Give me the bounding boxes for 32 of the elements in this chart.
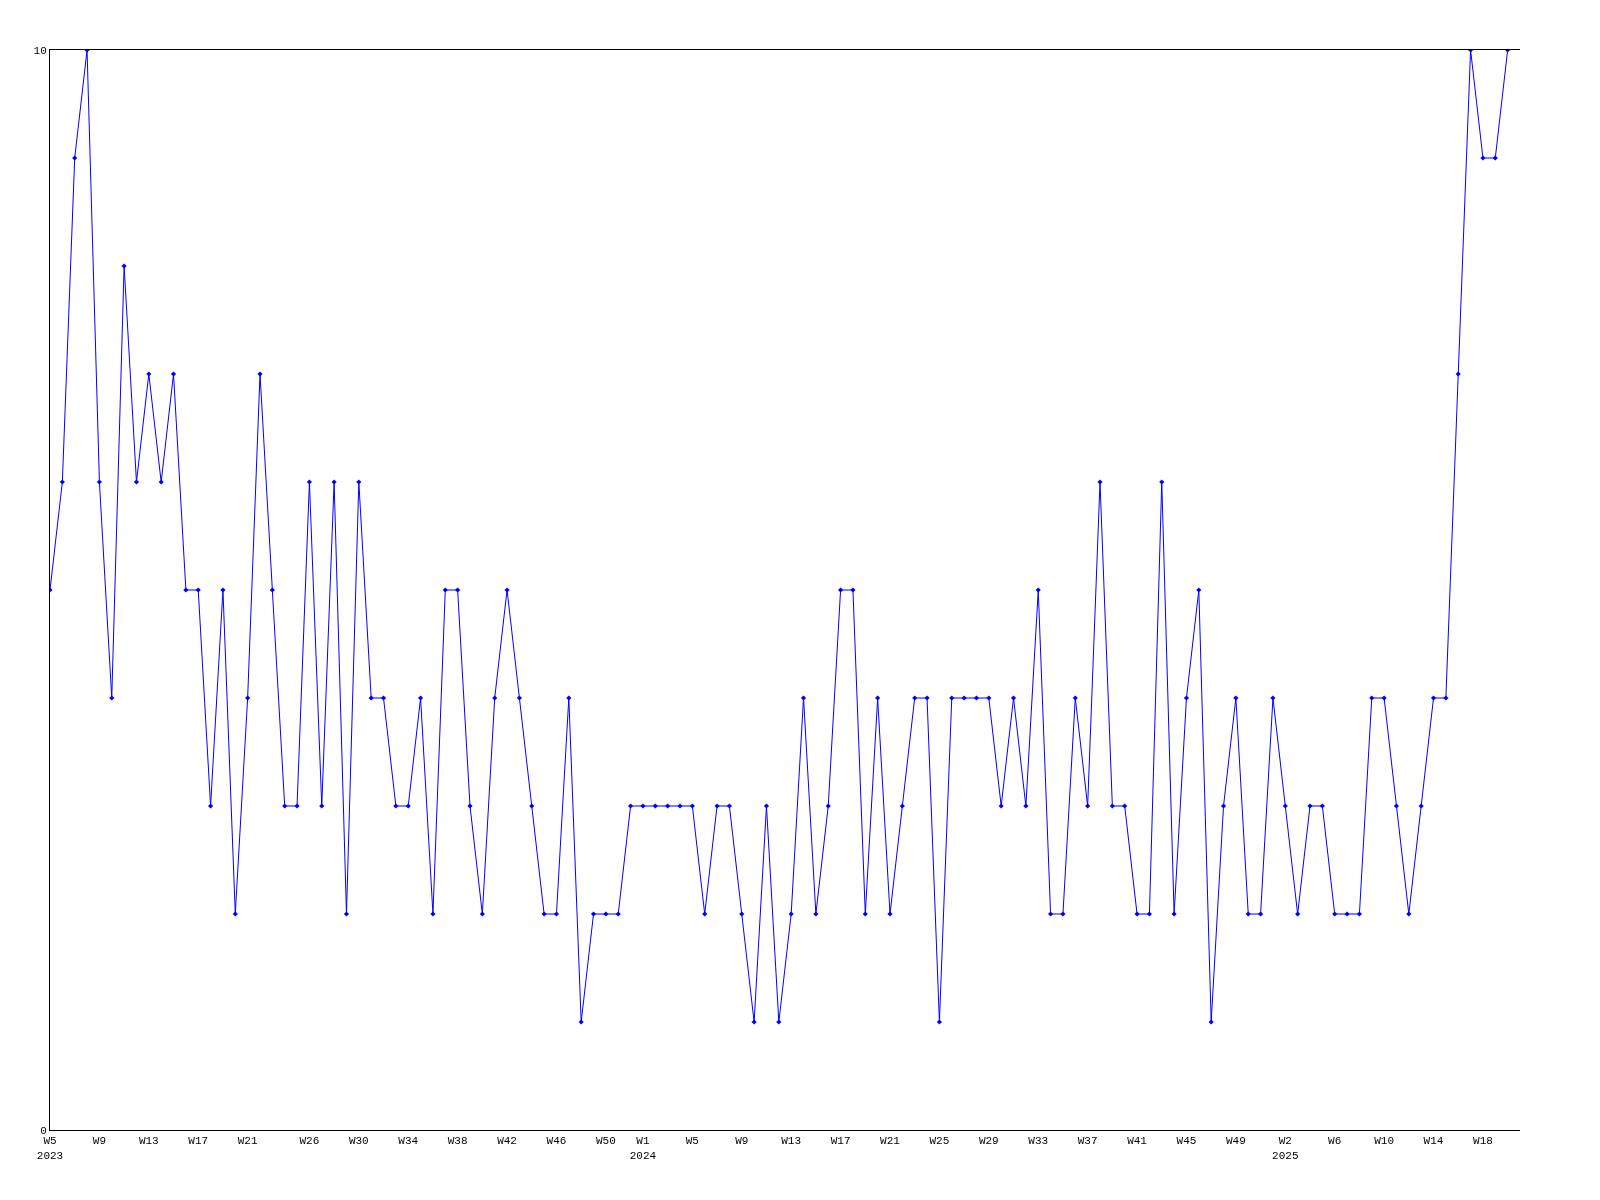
x-tick-label: W46 (546, 1135, 567, 1148)
y-tick-label: 0 (40, 1124, 47, 1137)
x-tick-label: W37 (1077, 1135, 1098, 1148)
x-tick-label: W41 (1127, 1135, 1148, 1148)
x-tick-label: W13 (781, 1135, 802, 1148)
x-tick-label: W13 (138, 1135, 159, 1148)
x-tick-label: W21 (237, 1135, 258, 1148)
x-tick-label: W17 (188, 1135, 209, 1148)
x-tick-label: W21 (880, 1135, 901, 1148)
x-tick-label: W6 (1328, 1135, 1342, 1148)
x-tick-label: W9 (92, 1135, 107, 1148)
x-tick-label: W14 (1423, 1135, 1444, 1148)
x-tick-label: W17 (830, 1135, 851, 1148)
x-tick-label: W9 (735, 1135, 749, 1148)
x-tick-label: W18 (1473, 1135, 1493, 1148)
x-tick-label: W5 2023 (36, 1135, 64, 1162)
x-tick-label: W45 (1176, 1135, 1197, 1148)
x-tick-label: W33 (1028, 1135, 1049, 1148)
x-tick-label: W29 (978, 1135, 999, 1148)
x-tick-label: W38 (447, 1135, 468, 1148)
x-tick-label: W1 2024 (629, 1135, 657, 1162)
x-tick-label: W26 (299, 1135, 320, 1148)
x-tick-label: W2 2025 (1272, 1135, 1299, 1162)
x-tick-label: W49 (1225, 1135, 1246, 1148)
x-tick-label: W25 (929, 1135, 950, 1148)
x-tick-label: W34 (398, 1135, 419, 1148)
x-tick-label: W5 (685, 1135, 699, 1148)
x-tick-label: W10 (1374, 1135, 1395, 1148)
x-tick-label: W42 (497, 1135, 517, 1148)
x-tick-label: W50 (595, 1135, 616, 1148)
y-tick-label: 10 (33, 44, 47, 57)
x-tick-label: W30 (348, 1135, 369, 1148)
